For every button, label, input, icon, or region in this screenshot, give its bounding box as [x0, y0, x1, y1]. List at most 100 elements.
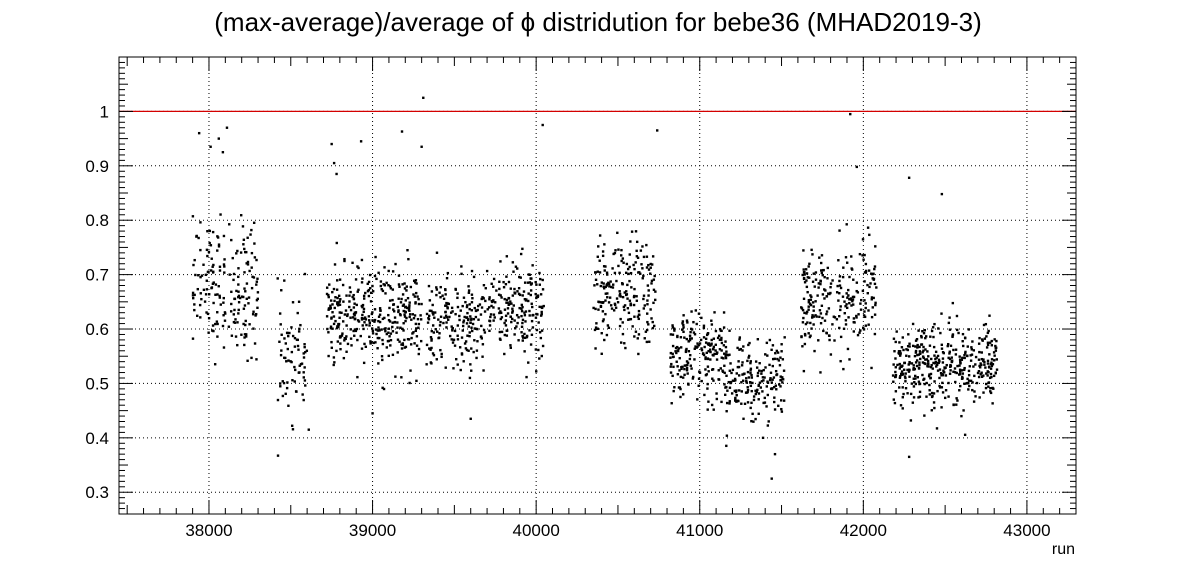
data-point: [820, 304, 824, 307]
data-point: [740, 364, 744, 367]
data-point: [697, 312, 701, 315]
data-point: [985, 372, 988, 375]
data-point: [800, 335, 803, 338]
data-point: [396, 305, 400, 309]
data-point: [360, 318, 364, 321]
data-point: [985, 335, 988, 338]
data-point: [298, 371, 301, 374]
data-point: [951, 333, 955, 336]
data-point: [307, 428, 310, 431]
data-point: [470, 269, 474, 273]
data-point: [254, 314, 257, 317]
data-point: [652, 301, 655, 305]
data-point: [524, 299, 528, 302]
data-point: [782, 399, 786, 402]
data-point: [829, 291, 832, 295]
data-point: [676, 349, 679, 352]
data-point: [237, 312, 240, 315]
data-point: [207, 270, 210, 273]
data-point: [276, 398, 280, 402]
data-point: [803, 273, 806, 276]
data-point: [914, 377, 917, 380]
data-point: [938, 384, 941, 388]
data-point: [994, 371, 997, 374]
data-point: [913, 381, 916, 384]
data-point: [246, 359, 249, 362]
data-point: [295, 338, 299, 341]
data-point: [823, 288, 826, 291]
data-point: [914, 349, 918, 353]
data-point: [518, 293, 522, 297]
data-point: [715, 397, 719, 401]
data-point: [671, 333, 675, 336]
data-point: [864, 269, 868, 273]
data-point: [778, 364, 782, 367]
data-point: [780, 350, 783, 353]
data-point: [710, 403, 714, 407]
data-point: [711, 377, 714, 380]
data-point: [540, 310, 543, 314]
data-point: [374, 255, 377, 259]
data-point: [698, 371, 702, 374]
data-point: [383, 316, 386, 320]
x-tick-label: 40000: [513, 521, 560, 540]
data-point: [409, 285, 413, 289]
data-point: [812, 305, 815, 308]
data-point: [498, 337, 502, 340]
data-point: [516, 267, 519, 270]
data-point: [682, 330, 685, 334]
data-point: [646, 312, 649, 315]
data-point: [445, 276, 449, 280]
data-point: [647, 294, 650, 297]
data-point: [393, 316, 397, 319]
data-point: [596, 270, 599, 273]
data-point: [368, 324, 371, 327]
data-point: [331, 327, 334, 330]
data-point: [368, 321, 371, 325]
data-point: [704, 341, 708, 344]
data-point: [506, 312, 510, 315]
y-tick-label: 0.3: [85, 483, 109, 502]
data-point: [723, 364, 726, 367]
data-point: [967, 379, 971, 382]
data-point: [687, 383, 690, 386]
data-point: [251, 275, 254, 279]
data-point: [400, 343, 403, 346]
data-point: [676, 373, 680, 376]
data-point: [350, 344, 353, 347]
data-point: [435, 286, 438, 289]
data-point: [773, 452, 777, 456]
data-point: [331, 311, 334, 314]
data-point: [904, 376, 907, 380]
data-point: [712, 408, 715, 411]
data-point: [739, 347, 743, 351]
data-point: [715, 358, 719, 361]
data-point: [525, 335, 529, 339]
data-point: [742, 345, 745, 348]
data-point: [917, 329, 920, 332]
data-point: [845, 261, 849, 264]
data-point: [420, 302, 423, 306]
data-point: [334, 319, 337, 323]
data-point: [291, 301, 295, 304]
data-point: [731, 368, 735, 372]
data-point: [612, 252, 615, 256]
data-point: [933, 354, 936, 357]
data-point: [846, 296, 849, 299]
data-point: [467, 318, 470, 321]
data-point: [868, 285, 871, 289]
data-point: [773, 408, 777, 411]
data-point: [451, 327, 454, 330]
data-point: [892, 337, 896, 340]
data-point: [906, 368, 909, 372]
data-point: [972, 400, 976, 403]
data-point: [651, 320, 654, 324]
data-point: [932, 345, 936, 349]
data-point: [935, 427, 939, 430]
data-point: [360, 258, 364, 262]
data-point: [451, 329, 454, 332]
data-point: [256, 291, 260, 294]
data-point: [469, 315, 472, 318]
data-point: [650, 317, 653, 320]
data-point: [980, 363, 983, 367]
